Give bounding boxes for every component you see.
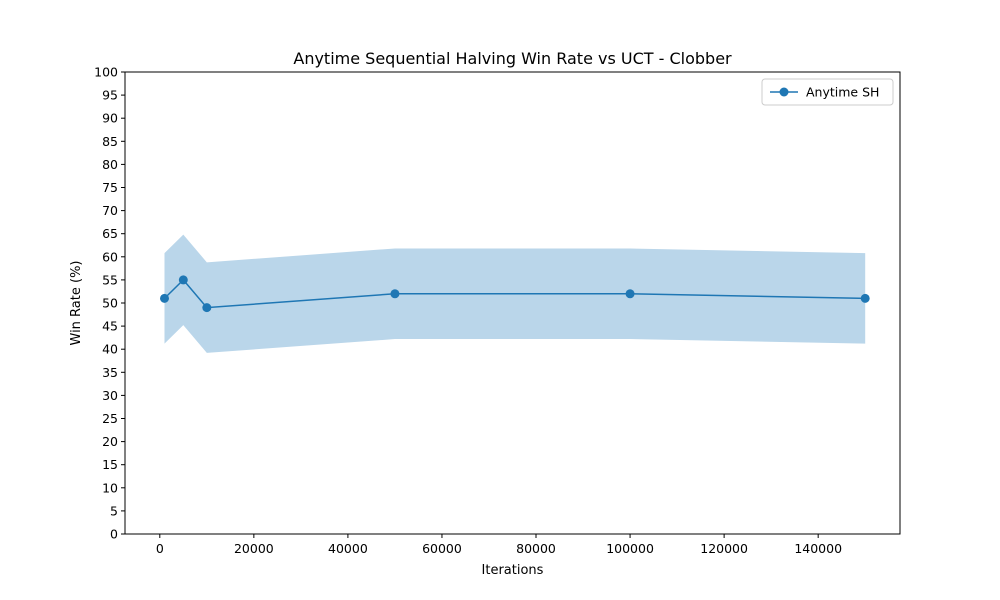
y-tick-label: 40 (102, 342, 118, 357)
y-tick-label: 90 (102, 111, 118, 126)
y-tick-label: 85 (102, 134, 118, 149)
y-tick-label: 95 (102, 88, 118, 103)
x-tick-label: 120000 (700, 541, 748, 556)
data-point (202, 303, 212, 313)
y-tick-label: 80 (102, 157, 118, 172)
y-tick-label: 55 (102, 272, 118, 287)
chart-title: Anytime Sequential Halving Win Rate vs U… (293, 49, 732, 68)
legend-entry-label: Anytime SH (806, 85, 879, 100)
data-point (178, 275, 188, 285)
legend-marker-swatch (779, 87, 789, 97)
y-axis-label: Win Rate (%) (69, 261, 84, 346)
y-tick-label: 100 (94, 65, 118, 80)
x-tick-label: 40000 (328, 541, 368, 556)
x-tick-label: 140000 (794, 541, 842, 556)
y-tick-label: 10 (102, 480, 118, 495)
data-point (625, 289, 635, 299)
y-tick-label: 20 (102, 434, 118, 449)
x-tick-label: 60000 (422, 541, 462, 556)
y-tick-label: 35 (102, 365, 118, 380)
x-tick-label: 20000 (234, 541, 274, 556)
legend-box (761, 78, 894, 106)
y-tick-label: 0 (110, 527, 118, 542)
data-point (860, 293, 870, 303)
x-axis: 0 20000 40000 60000 80000 100000 120000 140000 (156, 534, 842, 556)
data-point (160, 293, 170, 303)
y-tick-label: 70 (102, 203, 118, 218)
y-tick-label: 25 (102, 411, 118, 426)
y-tick-label: 65 (102, 226, 118, 241)
x-tick-label: 100000 (606, 541, 654, 556)
y-tick-label: 15 (102, 457, 118, 472)
data-point (390, 289, 400, 299)
y-tick-label: 30 (102, 388, 118, 403)
y-tick-label: 50 (102, 296, 118, 311)
x-tick-label: 0 (156, 541, 164, 556)
x-tick-label: 80000 (516, 541, 556, 556)
y-axis: 0 5 10 15 20 25 30 35 40 45 50 55 60 65 70 75 80 85 90 95 10… (94, 65, 125, 542)
y-tick-label: 60 (102, 249, 118, 264)
y-tick-label: 75 (102, 180, 118, 195)
x-axis-label: Iterations (482, 563, 544, 578)
y-tick-label: 45 (102, 319, 118, 334)
y-tick-label: 5 (110, 503, 118, 518)
series-points (160, 275, 870, 313)
legend: Anytime SH (761, 78, 894, 106)
